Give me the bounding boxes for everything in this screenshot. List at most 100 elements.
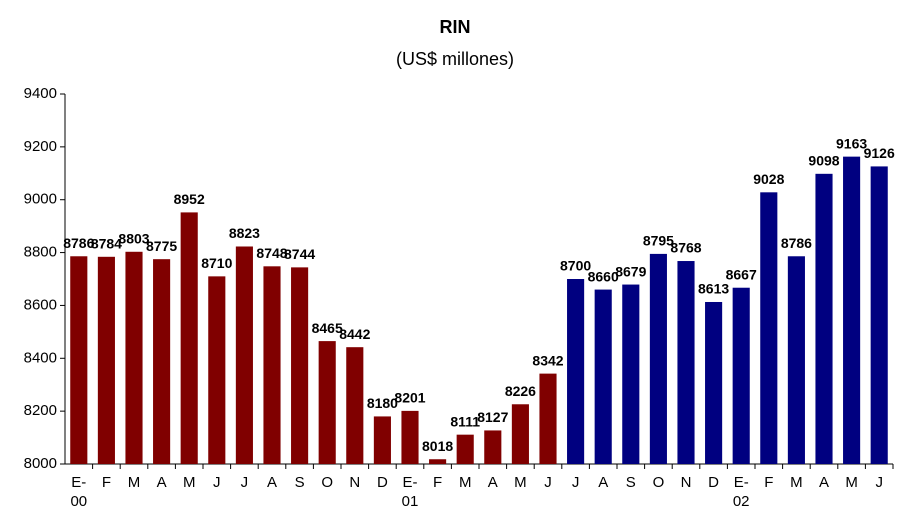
value-label: 9098 (808, 153, 839, 169)
value-label: 8952 (174, 191, 205, 207)
x-tick-label: A (267, 474, 277, 491)
x-tick-label: M (845, 474, 858, 491)
y-tick-label: 8600 (24, 296, 57, 313)
value-label: 8342 (532, 352, 563, 368)
x-tick-label: J (875, 474, 883, 491)
bar (705, 301, 723, 464)
bar (401, 410, 419, 464)
value-label: 8748 (256, 245, 287, 261)
x-tick-label: A (488, 474, 498, 491)
x-tick-label: M (514, 474, 527, 491)
bar (208, 276, 226, 464)
value-label: 8775 (146, 238, 177, 254)
bar (622, 284, 640, 464)
value-label: 8700 (560, 258, 591, 274)
bar (346, 347, 364, 464)
x-tick-label: D (708, 474, 719, 491)
x-tick-label: J (572, 474, 580, 491)
y-tick-label: 8400 (24, 349, 57, 366)
x-tick-label: M (459, 474, 472, 491)
value-label: 8180 (367, 395, 398, 411)
x-tick-label: A (598, 474, 608, 491)
value-label: 8111 (450, 413, 480, 429)
x-tick-label: N (681, 474, 692, 491)
value-label: 8795 (643, 233, 674, 249)
x-tick-label: O (653, 474, 665, 491)
x-tick-label: M (790, 474, 803, 491)
x-tick-label: S (295, 474, 305, 491)
bar (567, 279, 585, 464)
value-label: 8784 (91, 236, 122, 252)
value-label: 9028 (753, 171, 784, 187)
y-tick-label: 9200 (24, 138, 57, 155)
x-tick-label: A (819, 474, 829, 491)
bar (815, 173, 833, 465)
value-label: 8768 (670, 240, 701, 256)
value-label: 8667 (726, 266, 757, 282)
bar (318, 341, 336, 464)
value-label: 8465 (312, 320, 343, 336)
bar (760, 192, 778, 465)
bar (125, 251, 143, 464)
value-label: 8803 (118, 230, 149, 246)
value-label: 8823 (229, 225, 260, 241)
bar (70, 256, 88, 464)
y-tick-label: 8800 (24, 244, 57, 261)
x-tick-label: F (764, 474, 773, 491)
value-label: 8127 (477, 409, 508, 425)
bar (732, 287, 750, 464)
x-tick-label: J (544, 474, 552, 491)
value-label: 8786 (781, 235, 812, 251)
bar (153, 259, 171, 464)
x-tick-label: E-00 (70, 474, 87, 510)
bar (677, 261, 695, 464)
value-label: 8226 (505, 383, 536, 399)
bar (373, 416, 391, 464)
bar (456, 434, 474, 464)
bar (539, 373, 557, 464)
bar (843, 156, 861, 464)
x-tick-label: E-02 (733, 474, 750, 510)
bar (263, 266, 281, 464)
bar (97, 256, 115, 464)
value-label: 9163 (836, 135, 867, 151)
bar (180, 212, 198, 464)
x-tick-label: N (349, 474, 360, 491)
value-label: 8660 (588, 268, 619, 284)
x-tick-label: S (626, 474, 636, 491)
value-label: 8201 (394, 390, 425, 406)
x-tick-label: A (157, 474, 167, 491)
bar (870, 166, 888, 464)
x-tick-label: M (128, 474, 141, 491)
bar (484, 430, 502, 464)
bar (511, 404, 529, 464)
chart-title: RIN (440, 17, 471, 37)
value-label: 9126 (864, 145, 895, 161)
x-tick-label: M (183, 474, 196, 491)
y-tick-label: 9400 (24, 85, 57, 102)
value-label: 8786 (63, 235, 94, 251)
x-tick-label: J (241, 474, 249, 491)
x-tick-label: D (377, 474, 388, 491)
bar (594, 289, 612, 464)
bar (787, 256, 805, 464)
bar (291, 267, 309, 464)
y-tick-label: 8200 (24, 402, 57, 419)
x-tick-label: E-01 (402, 474, 419, 510)
x-tick-label: F (102, 474, 111, 491)
x-tick-label: O (321, 474, 333, 491)
x-tick-label: J (213, 474, 221, 491)
bar (235, 246, 253, 464)
value-label: 8442 (339, 326, 370, 342)
value-label: 8744 (284, 246, 315, 262)
bar (429, 459, 447, 464)
value-label: 8710 (201, 255, 232, 271)
x-tick-label: F (433, 474, 442, 491)
value-label: 8018 (422, 438, 453, 454)
y-tick-label: 8000 (24, 455, 57, 472)
value-label: 8679 (615, 263, 646, 279)
y-tick-label: 9000 (24, 191, 57, 208)
value-label: 8613 (698, 281, 729, 297)
bar (649, 253, 667, 464)
